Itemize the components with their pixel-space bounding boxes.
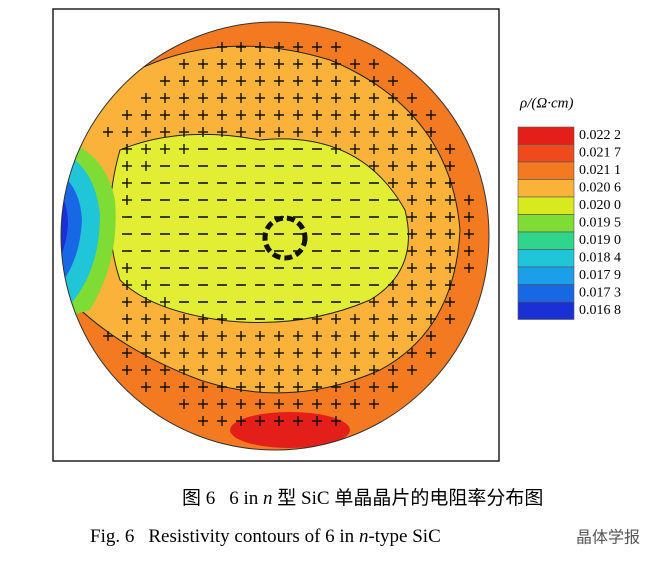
colorbar-swatch (517, 249, 575, 268)
colorbar-label: 0.016 8 (579, 303, 621, 318)
colorbar-label: 0.017 9 (579, 268, 621, 283)
caption-en: Fig. 6 Resistivity contours of 6 in n-typ… (90, 526, 441, 547)
sign-pattern (103, 42, 474, 426)
colorbar: 0.022 2 0.021 7 0.021 1 0.020 6 0.020 0 0.019… (517, 126, 621, 320)
colorbar-label: 0.021 7 (579, 145, 621, 160)
colorbar-swatch (517, 126, 575, 145)
colorbar-label: 0.020 0 (579, 198, 621, 213)
watermark: 晶体学报 (576, 528, 640, 547)
colorbar-swatch (517, 301, 575, 320)
contour-map (61, 22, 489, 450)
colorbar-label: 0.017 3 (579, 285, 621, 300)
colorbar-label: 0.022 2 (579, 128, 621, 143)
colorbar-swatch (517, 196, 575, 215)
colorbar-title: ρ/(Ω·cm) (519, 95, 573, 111)
colorbar-swatch (517, 266, 575, 285)
colorbar-label: 0.019 0 (579, 233, 621, 248)
colorbar-swatch (517, 144, 575, 163)
colorbar-swatch (517, 284, 575, 303)
colorbar-swatch (517, 231, 575, 250)
colorbar-label: 0.021 1 (579, 163, 621, 178)
colorbar-swatch (517, 179, 575, 198)
colorbar-swatch (517, 214, 575, 233)
colorbar-label: 0.020 6 (579, 180, 621, 195)
wafer-edge (60, 21, 490, 451)
colorbar-label: 0.018 4 (579, 250, 621, 265)
colorbar-label: 0.019 5 (579, 215, 621, 230)
colorbar-swatch (517, 161, 575, 180)
